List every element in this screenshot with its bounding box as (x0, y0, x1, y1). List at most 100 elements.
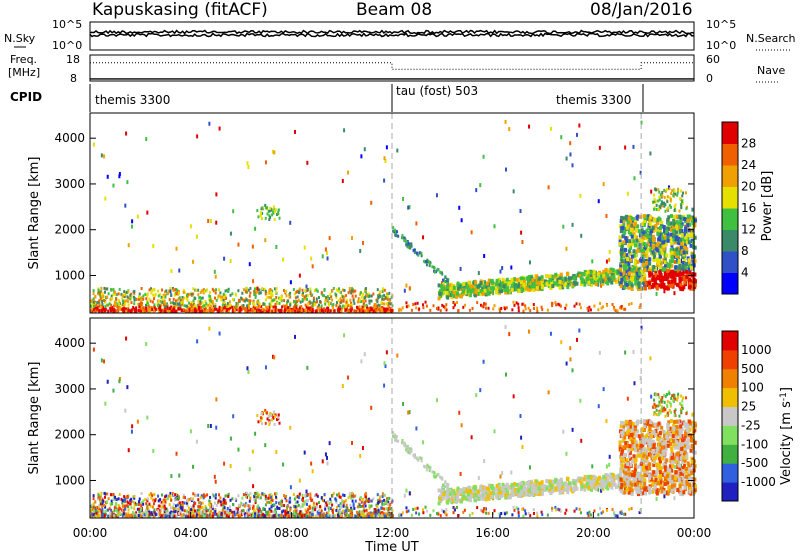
power-echo (638, 276, 642, 281)
power-echo (215, 220, 218, 225)
power-echo (289, 220, 292, 225)
power-echo (627, 223, 631, 228)
power-echo (670, 283, 674, 288)
power-echo (681, 237, 685, 242)
power-echo (679, 219, 683, 224)
power-echo (256, 300, 259, 304)
power-echo (201, 309, 204, 313)
velocity-echo (137, 500, 140, 504)
power-echo (177, 296, 180, 300)
power-echo (110, 303, 113, 307)
power-echo (660, 267, 664, 272)
power-echo (376, 288, 379, 292)
power-echo (438, 289, 442, 294)
power-echo (685, 250, 689, 255)
power-echo (572, 280, 576, 285)
power-echo (639, 231, 643, 236)
power-echo (179, 301, 182, 305)
power-echo (662, 233, 666, 238)
power-echo (682, 285, 686, 290)
velocity-echo (126, 500, 129, 504)
power-colorbar-tick: 24 (741, 158, 756, 172)
power-echo (512, 300, 515, 304)
velocity-echo (383, 512, 386, 516)
power-echo (117, 299, 120, 303)
velocity-echo (154, 499, 157, 503)
velocity-echo (162, 508, 165, 512)
power-echo (204, 306, 207, 310)
velocity-echo (324, 507, 327, 511)
velocity-echo (188, 506, 191, 510)
power-echo (170, 269, 173, 274)
power-echo (389, 308, 392, 312)
power-echo (505, 306, 508, 310)
velocity-echo (339, 510, 342, 514)
power-echo (657, 251, 661, 256)
power-echo (639, 238, 643, 243)
power-echo (631, 222, 635, 227)
power-echo (675, 230, 679, 235)
velocity-echo (333, 514, 336, 518)
velocity-echo (257, 513, 260, 517)
power-echo (121, 299, 124, 303)
power-echo (103, 290, 106, 294)
velocity-echo (327, 508, 330, 512)
power-echo (317, 303, 320, 307)
power-echo (624, 236, 628, 241)
velocity-echo (244, 512, 247, 516)
colorbar-segment (722, 186, 738, 209)
velocity-echo (96, 506, 99, 510)
power-echo (138, 292, 141, 296)
power-echo (681, 199, 684, 203)
velocity-echo (362, 514, 365, 518)
power-colorbar-tick: 4 (741, 266, 749, 280)
power-echo (277, 210, 280, 214)
power-echo (549, 126, 552, 131)
power-echo (670, 263, 674, 268)
velocity-echo (341, 509, 344, 513)
power-echo (115, 293, 118, 297)
velocity-echo (337, 513, 340, 517)
power-echo (655, 217, 659, 222)
power-echo (211, 302, 214, 306)
power-echo (519, 276, 523, 281)
power-echo (653, 199, 656, 203)
velocity-echo (204, 514, 207, 518)
velocity-echo (219, 496, 222, 500)
velocity-echo (153, 493, 156, 497)
power-echo (100, 305, 103, 309)
power-echo (242, 288, 245, 292)
velocity-echo (101, 502, 104, 506)
power-echo (92, 292, 95, 296)
velocity-echo (154, 512, 157, 516)
power-echo (323, 307, 326, 311)
power-echo (292, 288, 295, 292)
power-echo (673, 259, 676, 264)
velocity-echo (212, 510, 215, 514)
velocity-echo (323, 499, 326, 503)
cpid-segment-3: themis 3300 (556, 93, 631, 107)
velocity-echo (273, 492, 276, 496)
power-echo (213, 269, 216, 274)
velocity-echo (115, 502, 118, 506)
power-echo (675, 251, 679, 256)
velocity-echo (98, 513, 101, 517)
power-echo (164, 295, 167, 299)
velocity-echo (263, 507, 266, 511)
power-echo (620, 215, 624, 220)
power-echo (456, 286, 460, 291)
power-echo (439, 309, 442, 313)
power-echo (464, 290, 468, 295)
power-echo (190, 303, 193, 307)
power-echo (348, 287, 351, 291)
power-echo (493, 304, 496, 308)
power-echo (445, 290, 449, 295)
velocity-echo (175, 492, 178, 496)
power-echo (640, 222, 644, 227)
power-echo (681, 201, 684, 205)
power-echo (124, 203, 127, 208)
power-echo (214, 304, 217, 308)
power-echo (669, 199, 672, 203)
power-echo (644, 260, 648, 265)
power-echo (176, 298, 179, 302)
